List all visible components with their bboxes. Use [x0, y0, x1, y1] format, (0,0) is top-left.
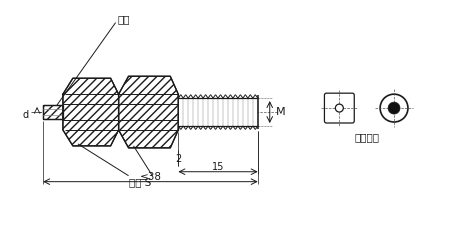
Polygon shape — [63, 78, 119, 146]
Text: M: M — [276, 107, 285, 117]
Polygon shape — [65, 94, 178, 130]
Text: d: d — [23, 110, 29, 120]
FancyBboxPatch shape — [325, 93, 354, 123]
Text: 15: 15 — [212, 162, 224, 172]
Text: 2: 2 — [175, 154, 181, 164]
Text: 卡套: 卡套 — [118, 15, 130, 25]
Polygon shape — [119, 76, 178, 148]
Polygon shape — [178, 98, 258, 126]
Circle shape — [335, 104, 343, 112]
Text: 板手 S: 板手 S — [129, 178, 152, 188]
Circle shape — [380, 94, 408, 122]
Circle shape — [388, 102, 400, 114]
Polygon shape — [43, 105, 63, 119]
Text: ≤38: ≤38 — [140, 172, 162, 182]
Text: 固定卡套: 固定卡套 — [354, 132, 379, 142]
